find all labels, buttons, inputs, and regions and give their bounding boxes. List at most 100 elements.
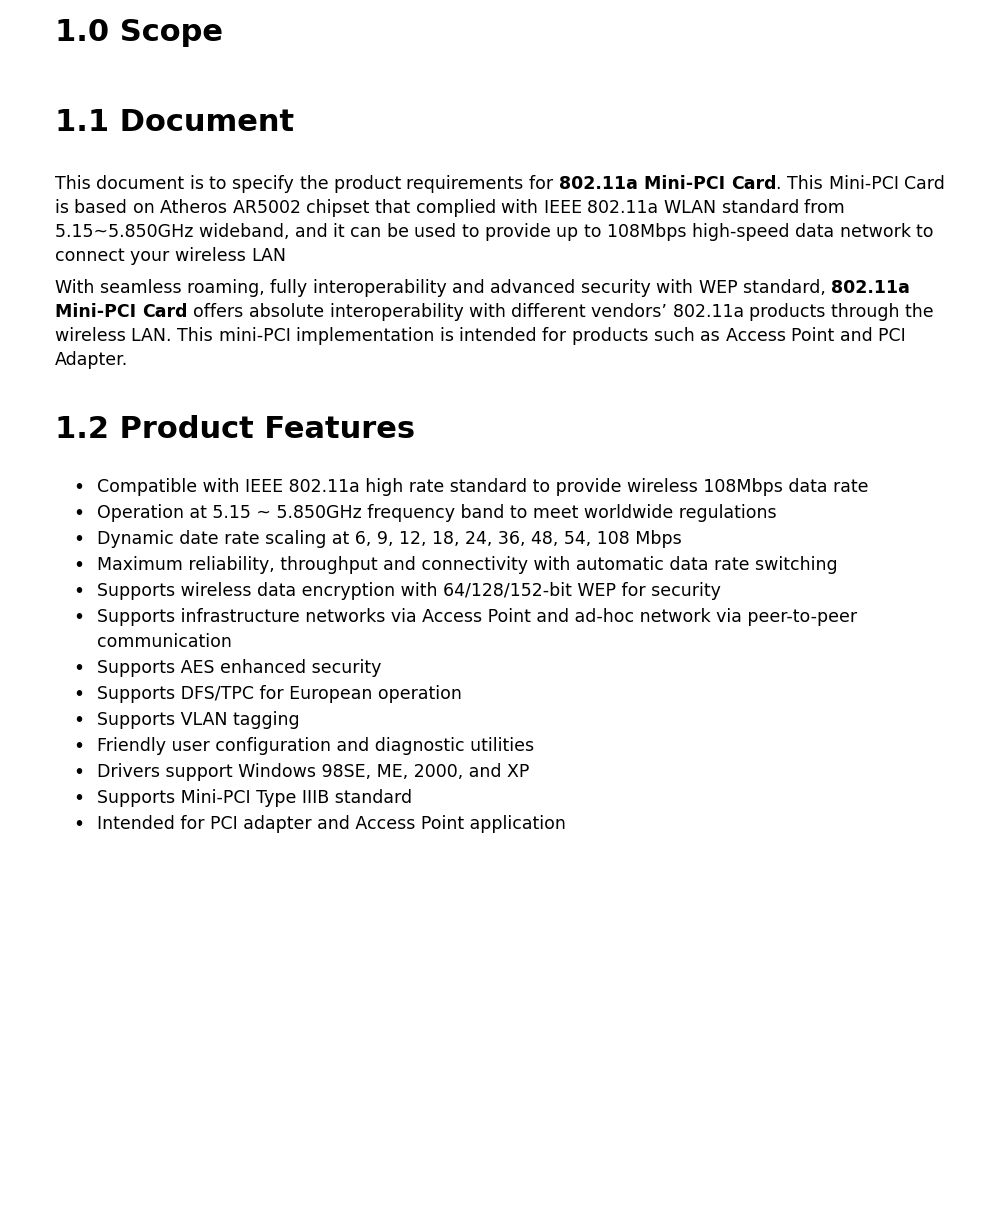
Text: advanced: advanced <box>491 279 581 296</box>
Text: IEEE: IEEE <box>544 199 588 217</box>
Text: interoperability: interoperability <box>330 303 469 321</box>
Text: wireless: wireless <box>55 327 131 345</box>
Text: and: and <box>295 224 333 241</box>
Text: it: it <box>333 224 351 241</box>
Text: to: to <box>210 175 232 193</box>
Text: with: with <box>656 279 699 296</box>
Text: the: the <box>300 175 334 193</box>
Text: communication: communication <box>97 633 232 651</box>
Text: •: • <box>73 556 84 575</box>
Text: as: as <box>700 327 726 345</box>
Text: •: • <box>73 685 84 703</box>
Text: mini-PCI: mini-PCI <box>218 327 296 345</box>
Text: used: used <box>414 224 462 241</box>
Text: LAN: LAN <box>251 247 286 265</box>
Text: requirements: requirements <box>406 175 529 193</box>
Text: •: • <box>73 763 84 782</box>
Text: intended: intended <box>460 327 542 345</box>
Text: 1.0 Scope: 1.0 Scope <box>55 18 223 47</box>
Text: •: • <box>73 504 84 522</box>
Text: can: can <box>351 224 387 241</box>
Text: through: through <box>831 303 906 321</box>
Text: Supports wireless data encryption with 64/128/152-bit WEP for security: Supports wireless data encryption with 6… <box>97 582 721 600</box>
Text: This: This <box>178 327 218 345</box>
Text: Dynamic date rate scaling at 6, 9, 12, 18, 24, 36, 48, 54, 108 Mbps: Dynamic date rate scaling at 6, 9, 12, 1… <box>97 530 682 548</box>
Text: 802.11a: 802.11a <box>672 303 750 321</box>
Text: network: network <box>840 224 917 241</box>
Text: specify: specify <box>232 175 300 193</box>
Text: wideband,: wideband, <box>199 224 295 241</box>
Text: Card: Card <box>731 175 777 193</box>
Text: complied: complied <box>416 199 501 217</box>
Text: products: products <box>572 327 654 345</box>
Text: •: • <box>73 815 84 833</box>
Text: provide: provide <box>486 224 556 241</box>
Text: 5.15~5.850GHz: 5.15~5.850GHz <box>55 224 199 241</box>
Text: standard,: standard, <box>743 279 831 296</box>
Text: from: from <box>804 199 851 217</box>
Text: Friendly user configuration and diagnostic utilities: Friendly user configuration and diagnost… <box>97 738 534 755</box>
Text: AR5002: AR5002 <box>232 199 306 217</box>
Text: WLAN: WLAN <box>664 199 722 217</box>
Text: and: and <box>840 327 878 345</box>
Text: Access: Access <box>726 327 791 345</box>
Text: Maximum reliability, throughput and connectivity with automatic data rate switch: Maximum reliability, throughput and conn… <box>97 556 838 573</box>
Text: •: • <box>73 608 84 627</box>
Text: to: to <box>917 224 939 241</box>
Text: is: is <box>440 327 460 345</box>
Text: •: • <box>73 711 84 730</box>
Text: on: on <box>133 199 160 217</box>
Text: up: up <box>556 224 584 241</box>
Text: for: for <box>529 175 559 193</box>
Text: Atheros: Atheros <box>160 199 232 217</box>
Text: seamless: seamless <box>100 279 187 296</box>
Text: PCI: PCI <box>878 327 912 345</box>
Text: Supports DFS/TPC for European operation: Supports DFS/TPC for European operation <box>97 685 462 703</box>
Text: Adapter.: Adapter. <box>55 351 128 369</box>
Text: and: and <box>452 279 491 296</box>
Text: Card: Card <box>142 303 188 321</box>
Text: different: different <box>511 303 591 321</box>
Text: •: • <box>73 477 84 497</box>
Text: wireless: wireless <box>175 247 251 265</box>
Text: 802.11a: 802.11a <box>588 199 664 217</box>
Text: Mini-PCI: Mini-PCI <box>55 303 142 321</box>
Text: is: is <box>190 175 210 193</box>
Text: is: is <box>55 199 74 217</box>
Text: Supports Mini-PCI Type IIIB standard: Supports Mini-PCI Type IIIB standard <box>97 789 412 807</box>
Text: standard: standard <box>722 199 804 217</box>
Text: LAN.: LAN. <box>131 327 178 345</box>
Text: be: be <box>387 224 414 241</box>
Text: roaming,: roaming, <box>187 279 270 296</box>
Text: to: to <box>584 224 607 241</box>
Text: Point: Point <box>791 327 840 345</box>
Text: implementation: implementation <box>296 327 440 345</box>
Text: such: such <box>654 327 700 345</box>
Text: 108Mbps: 108Mbps <box>607 224 692 241</box>
Text: •: • <box>73 582 84 601</box>
Text: chipset: chipset <box>306 199 375 217</box>
Text: Operation at 5.15 ~ 5.850GHz frequency band to meet worldwide regulations: Operation at 5.15 ~ 5.850GHz frequency b… <box>97 504 777 522</box>
Text: Intended for PCI adapter and Access Point application: Intended for PCI adapter and Access Poin… <box>97 815 566 833</box>
Text: •: • <box>73 738 84 756</box>
Text: vendors’: vendors’ <box>591 303 672 321</box>
Text: that: that <box>375 199 416 217</box>
Text: security: security <box>581 279 656 296</box>
Text: Supports VLAN tagging: Supports VLAN tagging <box>97 711 300 729</box>
Text: connect: connect <box>55 247 130 265</box>
Text: 1.1 Document: 1.1 Document <box>55 108 294 137</box>
Text: Supports AES enhanced security: Supports AES enhanced security <box>97 659 381 677</box>
Text: •: • <box>73 789 84 808</box>
Text: for: for <box>542 327 572 345</box>
Text: This: This <box>55 175 96 193</box>
Text: 1.2 Product Features: 1.2 Product Features <box>55 416 415 443</box>
Text: With: With <box>55 279 100 296</box>
Text: products: products <box>750 303 831 321</box>
Text: Mini-PCI: Mini-PCI <box>828 175 904 193</box>
Text: 802.11a: 802.11a <box>559 175 643 193</box>
Text: based: based <box>74 199 133 217</box>
Text: Drivers support Windows 98SE, ME, 2000, and XP: Drivers support Windows 98SE, ME, 2000, … <box>97 763 529 781</box>
Text: data: data <box>795 224 840 241</box>
Text: Compatible with IEEE 802.11a high rate standard to provide wireless 108Mbps data: Compatible with IEEE 802.11a high rate s… <box>97 477 869 496</box>
Text: high-speed: high-speed <box>692 224 795 241</box>
